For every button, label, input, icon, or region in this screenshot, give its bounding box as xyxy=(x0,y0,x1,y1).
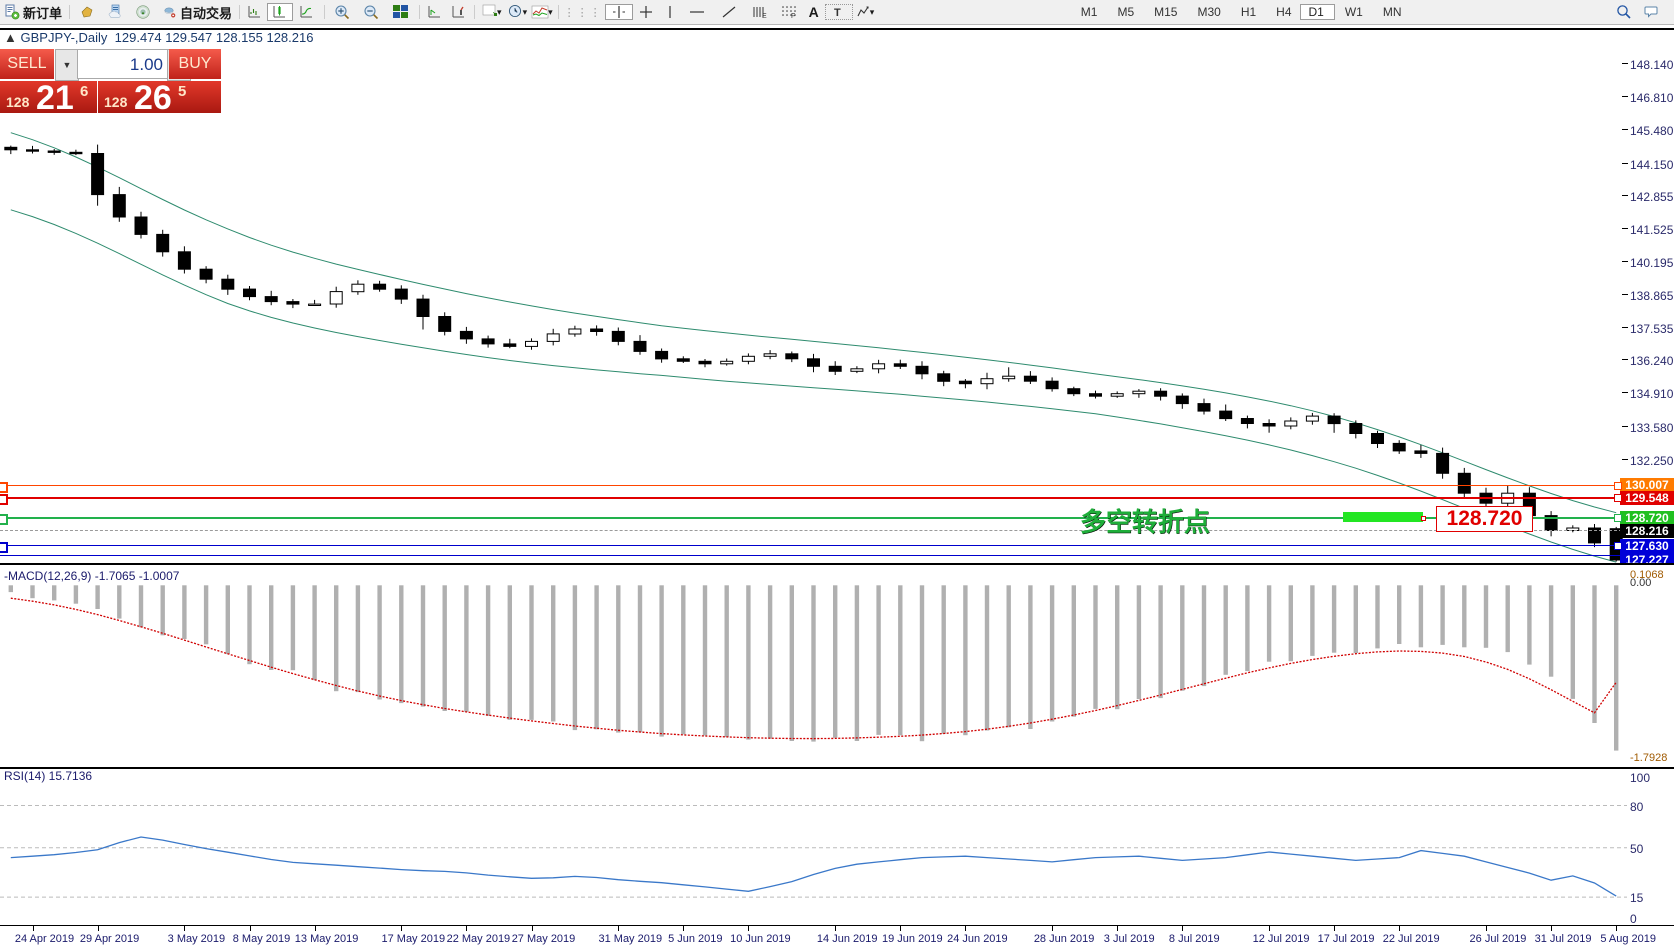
svg-text:T: T xyxy=(834,7,841,19)
svg-text:E: E xyxy=(762,13,767,19)
svg-text:F: F xyxy=(791,13,795,19)
